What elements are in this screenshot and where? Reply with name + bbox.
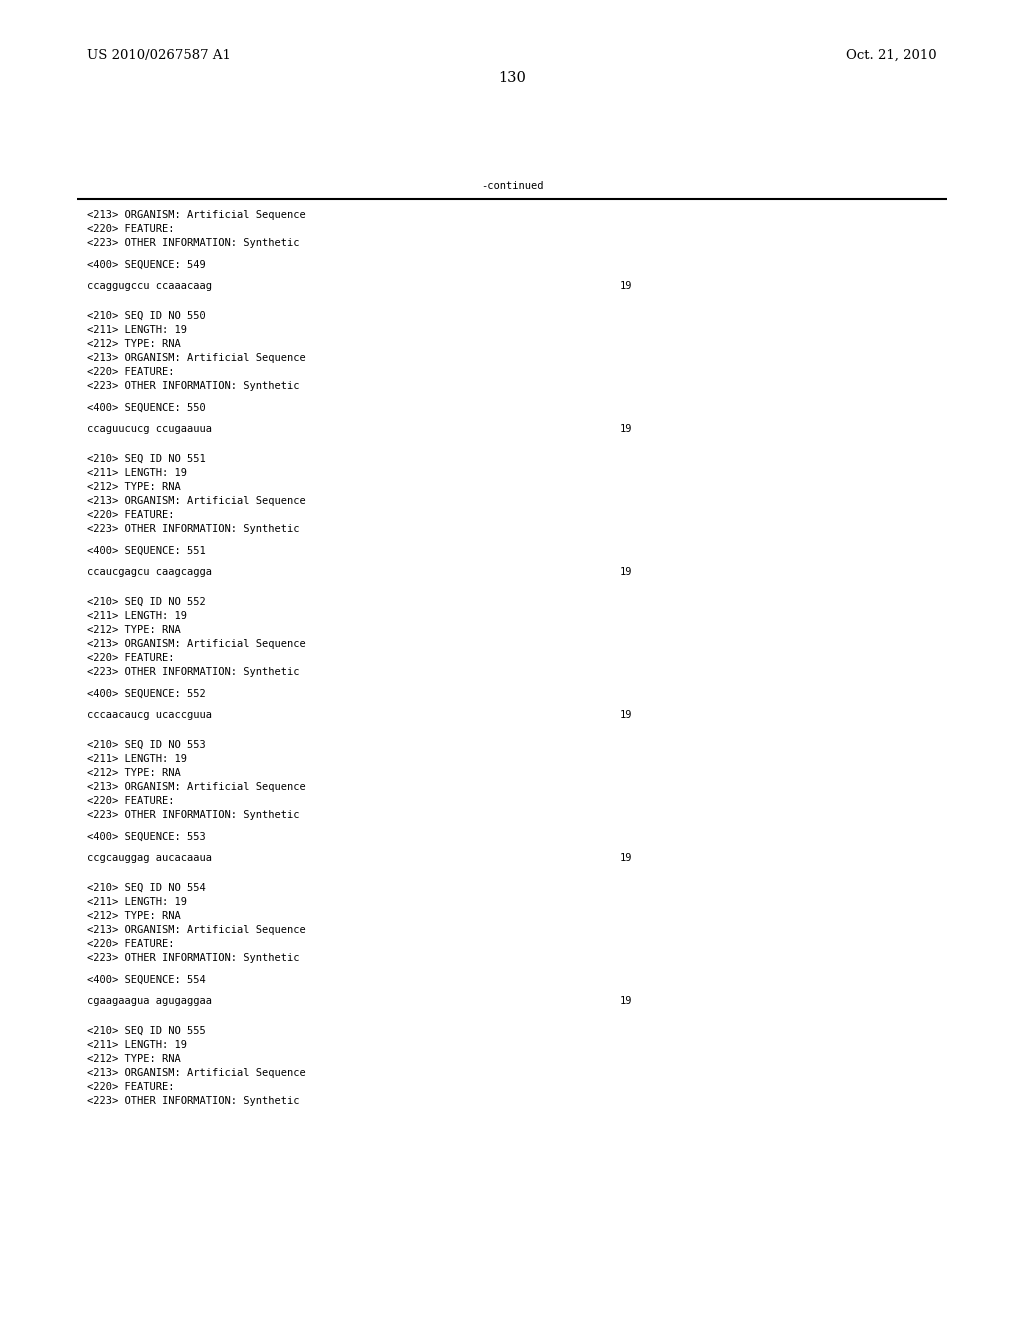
Text: <210> SEQ ID NO 555: <210> SEQ ID NO 555 <box>87 1026 206 1036</box>
Text: <220> FEATURE:: <220> FEATURE: <box>87 510 174 520</box>
Text: <223> OTHER INFORMATION: Synthetic: <223> OTHER INFORMATION: Synthetic <box>87 381 300 391</box>
Text: <211> LENGTH: 19: <211> LENGTH: 19 <box>87 611 187 620</box>
Text: 130: 130 <box>498 71 526 84</box>
Text: ccaggugccu ccaaacaag: ccaggugccu ccaaacaag <box>87 281 212 290</box>
Text: <210> SEQ ID NO 551: <210> SEQ ID NO 551 <box>87 454 206 465</box>
Text: 19: 19 <box>620 997 632 1006</box>
Text: <211> LENGTH: 19: <211> LENGTH: 19 <box>87 469 187 478</box>
Text: ccgcauggag aucacaaua: ccgcauggag aucacaaua <box>87 853 212 863</box>
Text: <213> ORGANISM: Artificial Sequence: <213> ORGANISM: Artificial Sequence <box>87 496 306 506</box>
Text: <212> TYPE: RNA: <212> TYPE: RNA <box>87 339 181 348</box>
Text: <400> SEQUENCE: 554: <400> SEQUENCE: 554 <box>87 975 206 985</box>
Text: <220> FEATURE:: <220> FEATURE: <box>87 224 174 234</box>
Text: <400> SEQUENCE: 553: <400> SEQUENCE: 553 <box>87 832 206 842</box>
Text: <220> FEATURE:: <220> FEATURE: <box>87 939 174 949</box>
Text: <400> SEQUENCE: 549: <400> SEQUENCE: 549 <box>87 260 206 271</box>
Text: <213> ORGANISM: Artificial Sequence: <213> ORGANISM: Artificial Sequence <box>87 639 306 649</box>
Text: <212> TYPE: RNA: <212> TYPE: RNA <box>87 482 181 492</box>
Text: US 2010/0267587 A1: US 2010/0267587 A1 <box>87 49 231 62</box>
Text: <212> TYPE: RNA: <212> TYPE: RNA <box>87 768 181 777</box>
Text: -continued: -continued <box>480 181 544 191</box>
Text: <212> TYPE: RNA: <212> TYPE: RNA <box>87 624 181 635</box>
Text: ccaguucucg ccugaauua: ccaguucucg ccugaauua <box>87 424 212 434</box>
Text: <220> FEATURE:: <220> FEATURE: <box>87 653 174 663</box>
Text: <213> ORGANISM: Artificial Sequence: <213> ORGANISM: Artificial Sequence <box>87 1068 306 1078</box>
Text: <220> FEATURE:: <220> FEATURE: <box>87 796 174 807</box>
Text: <212> TYPE: RNA: <212> TYPE: RNA <box>87 1053 181 1064</box>
Text: <400> SEQUENCE: 551: <400> SEQUENCE: 551 <box>87 546 206 556</box>
Text: <211> LENGTH: 19: <211> LENGTH: 19 <box>87 898 187 907</box>
Text: <220> FEATURE:: <220> FEATURE: <box>87 1082 174 1092</box>
Text: <220> FEATURE:: <220> FEATURE: <box>87 367 174 378</box>
Text: 19: 19 <box>620 710 632 719</box>
Text: <210> SEQ ID NO 554: <210> SEQ ID NO 554 <box>87 883 206 894</box>
Text: <210> SEQ ID NO 550: <210> SEQ ID NO 550 <box>87 312 206 321</box>
Text: <211> LENGTH: 19: <211> LENGTH: 19 <box>87 1040 187 1049</box>
Text: <400> SEQUENCE: 550: <400> SEQUENCE: 550 <box>87 403 206 413</box>
Text: 19: 19 <box>620 281 632 290</box>
Text: <213> ORGANISM: Artificial Sequence: <213> ORGANISM: Artificial Sequence <box>87 781 306 792</box>
Text: <400> SEQUENCE: 552: <400> SEQUENCE: 552 <box>87 689 206 700</box>
Text: cccaacaucg ucaccguua: cccaacaucg ucaccguua <box>87 710 212 719</box>
Text: <213> ORGANISM: Artificial Sequence: <213> ORGANISM: Artificial Sequence <box>87 210 306 220</box>
Text: <213> ORGANISM: Artificial Sequence: <213> ORGANISM: Artificial Sequence <box>87 925 306 935</box>
Text: <210> SEQ ID NO 553: <210> SEQ ID NO 553 <box>87 741 206 750</box>
Text: ccaucgagcu caagcagga: ccaucgagcu caagcagga <box>87 568 212 577</box>
Text: <223> OTHER INFORMATION: Synthetic: <223> OTHER INFORMATION: Synthetic <box>87 953 300 964</box>
Text: <223> OTHER INFORMATION: Synthetic: <223> OTHER INFORMATION: Synthetic <box>87 524 300 535</box>
Text: 19: 19 <box>620 424 632 434</box>
Text: <223> OTHER INFORMATION: Synthetic: <223> OTHER INFORMATION: Synthetic <box>87 810 300 820</box>
Text: <211> LENGTH: 19: <211> LENGTH: 19 <box>87 754 187 764</box>
Text: 19: 19 <box>620 568 632 577</box>
Text: cgaagaagua agugaggaa: cgaagaagua agugaggaa <box>87 997 212 1006</box>
Text: <210> SEQ ID NO 552: <210> SEQ ID NO 552 <box>87 597 206 607</box>
Text: <213> ORGANISM: Artificial Sequence: <213> ORGANISM: Artificial Sequence <box>87 352 306 363</box>
Text: Oct. 21, 2010: Oct. 21, 2010 <box>846 49 937 62</box>
Text: <223> OTHER INFORMATION: Synthetic: <223> OTHER INFORMATION: Synthetic <box>87 1096 300 1106</box>
Text: <212> TYPE: RNA: <212> TYPE: RNA <box>87 911 181 921</box>
Text: <223> OTHER INFORMATION: Synthetic: <223> OTHER INFORMATION: Synthetic <box>87 238 300 248</box>
Text: 19: 19 <box>620 853 632 863</box>
Text: <223> OTHER INFORMATION: Synthetic: <223> OTHER INFORMATION: Synthetic <box>87 667 300 677</box>
Text: <211> LENGTH: 19: <211> LENGTH: 19 <box>87 325 187 335</box>
